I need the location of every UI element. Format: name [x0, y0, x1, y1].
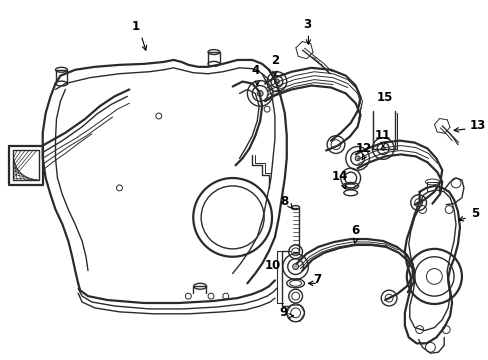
- Text: 12: 12: [355, 143, 371, 156]
- Circle shape: [257, 90, 263, 96]
- Text: 1: 1: [132, 21, 140, 33]
- Circle shape: [274, 79, 279, 84]
- Circle shape: [381, 147, 385, 150]
- Text: 5: 5: [470, 207, 478, 220]
- Text: 3: 3: [303, 18, 311, 31]
- Text: 15: 15: [376, 91, 392, 104]
- Text: 2: 2: [270, 54, 279, 67]
- Text: 13: 13: [469, 119, 485, 132]
- Circle shape: [354, 156, 359, 161]
- Text: 8: 8: [280, 195, 288, 208]
- Text: 9: 9: [279, 306, 287, 319]
- Text: 14: 14: [331, 170, 347, 183]
- Text: 7: 7: [312, 273, 321, 286]
- Text: 4: 4: [251, 64, 259, 77]
- Text: 6: 6: [351, 224, 359, 237]
- Circle shape: [292, 264, 298, 270]
- Text: 10: 10: [264, 258, 280, 271]
- Text: 11: 11: [374, 129, 390, 142]
